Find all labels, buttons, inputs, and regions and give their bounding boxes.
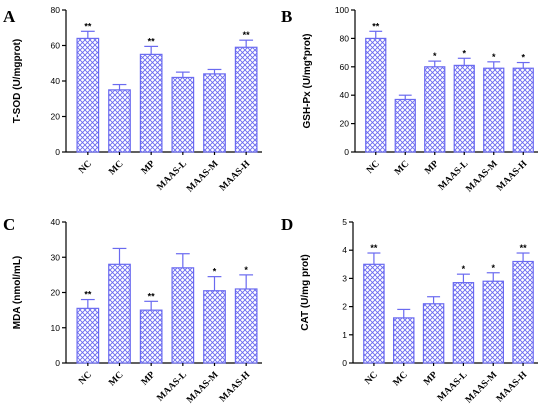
bar-maas-m <box>203 73 226 153</box>
x-tick-label: MC <box>107 370 125 388</box>
significance-label: ** <box>148 36 156 46</box>
bar-mc <box>394 98 416 153</box>
y-axis-label: GSH-Px (U/mg*prot) <box>302 34 313 129</box>
bar-nc <box>365 37 387 153</box>
y-tick-label: 20 <box>51 288 61 298</box>
x-tick-label: MP <box>140 159 158 177</box>
x-tick-label: MAAS-M <box>464 370 499 405</box>
y-tick-label: 20 <box>340 119 350 129</box>
significance-label: * <box>213 267 217 277</box>
x-tick-label: MAAS-M <box>185 370 220 405</box>
bar-mc <box>108 89 131 153</box>
x-tick-label: MAAS-L <box>155 370 189 404</box>
significance-label: ** <box>148 291 156 301</box>
bar-nc <box>76 37 100 153</box>
bar-mp <box>424 66 446 153</box>
significance-label: * <box>462 264 466 274</box>
x-tick-label: MAAS-M <box>464 159 499 194</box>
significance-label: * <box>244 265 248 275</box>
significance-label: ** <box>370 243 378 253</box>
bar-maas-m <box>203 290 226 364</box>
significance-label: ** <box>520 243 528 253</box>
y-tick-label: 3 <box>342 273 347 283</box>
x-tick-label: NC <box>77 370 94 387</box>
bar-mp <box>422 303 445 364</box>
bar-maas-h <box>234 288 258 364</box>
y-tick-label: 0 <box>55 358 60 368</box>
y-tick-label: 80 <box>340 33 350 43</box>
significance-label: * <box>462 48 466 58</box>
x-tick-label: MAAS-H <box>495 159 530 194</box>
bar-mp <box>139 53 163 153</box>
y-tick-label: 40 <box>51 217 61 227</box>
x-tick-label: MP <box>423 159 441 177</box>
x-tick-label: MAAS-M <box>185 159 220 194</box>
y-axis-label: MDA (nmol/mL) <box>12 256 23 330</box>
bar-mp <box>139 309 163 364</box>
y-tick-label: 60 <box>340 62 350 72</box>
y-tick-label: 0 <box>55 147 60 157</box>
bar-maas-l <box>453 64 475 153</box>
y-tick-label: 10 <box>51 323 61 333</box>
significance-label: * <box>521 53 525 63</box>
x-tick-label: MC <box>107 159 125 177</box>
y-tick-label: 5 <box>342 217 347 227</box>
y-tick-label: 30 <box>51 252 61 262</box>
x-tick-label: MP <box>422 370 440 388</box>
x-tick-label: MAAS-L <box>155 159 189 193</box>
y-axis-label: T-SOD (U/mgprot) <box>12 39 23 123</box>
y-tick-label: 80 <box>51 5 61 15</box>
bar-maas-l <box>171 76 195 153</box>
y-tick-label: 60 <box>51 41 61 51</box>
bar-maas-h <box>512 67 534 153</box>
bar-nc <box>76 307 100 364</box>
y-tick-label: 40 <box>340 90 350 100</box>
bar-mc <box>393 317 415 364</box>
x-tick-label: MAAS-H <box>218 159 253 194</box>
y-tick-label: 4 <box>342 245 347 255</box>
x-tick-label: MAAS-H <box>218 370 253 405</box>
x-tick-label: MAAS-H <box>495 370 530 405</box>
y-tick-label: 100 <box>335 5 349 15</box>
significance-label: ** <box>243 30 251 40</box>
significance-label: ** <box>84 21 92 31</box>
bar-maas-h <box>512 260 534 364</box>
bar-maas-m <box>483 67 505 153</box>
bar-nc <box>363 263 385 364</box>
y-axis-label: CAT (U/mg prot) <box>300 254 311 330</box>
bar-maas-h <box>234 46 258 153</box>
significance-label: ** <box>372 21 380 31</box>
significance-label: * <box>491 263 495 273</box>
x-tick-label: NC <box>363 370 380 387</box>
x-tick-label: MP <box>140 370 158 388</box>
x-tick-label: MC <box>393 159 411 177</box>
significance-label: ** <box>84 290 92 300</box>
y-tick-label: 1 <box>342 330 347 340</box>
bar-mc <box>108 263 131 364</box>
significance-label: * <box>492 52 496 62</box>
x-tick-label: NC <box>365 159 382 176</box>
y-tick-label: 20 <box>51 112 61 122</box>
y-tick-label: 0 <box>342 358 347 368</box>
y-tick-label: 40 <box>51 76 61 86</box>
panel-letter: B <box>281 7 292 26</box>
bar-maas-l <box>452 282 475 364</box>
bar-maas-l <box>171 267 195 364</box>
y-tick-label: 0 <box>344 147 349 157</box>
bar-maas-m <box>482 280 504 364</box>
x-tick-label: MC <box>392 370 410 388</box>
panel-letter: C <box>3 215 15 234</box>
x-tick-label: NC <box>77 159 94 176</box>
significance-label: * <box>433 51 437 61</box>
panel-letter: A <box>3 7 16 26</box>
panel-letter: D <box>281 215 293 234</box>
y-tick-label: 2 <box>342 302 347 312</box>
